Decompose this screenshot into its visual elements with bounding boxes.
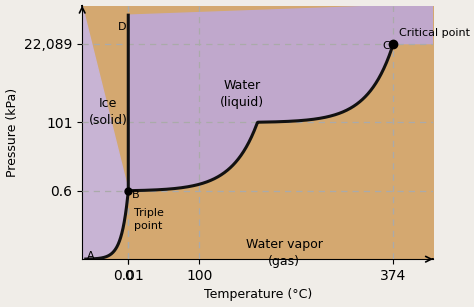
Text: Ice
(solid): Ice (solid) <box>89 97 128 127</box>
X-axis label: Temperature (°C): Temperature (°C) <box>203 289 312 301</box>
Text: Critical point: Critical point <box>399 29 470 38</box>
Text: Water
(liquid): Water (liquid) <box>219 79 264 109</box>
Text: D: D <box>118 22 126 33</box>
Text: B: B <box>132 190 139 200</box>
Y-axis label: Pressure (kPa): Pressure (kPa) <box>6 88 18 177</box>
Text: Water vapor
(gas): Water vapor (gas) <box>246 239 323 268</box>
Polygon shape <box>82 6 128 259</box>
Polygon shape <box>128 6 433 191</box>
Text: C: C <box>382 41 390 51</box>
Text: A: A <box>87 251 95 261</box>
Text: Triple
point: Triple point <box>134 208 164 231</box>
